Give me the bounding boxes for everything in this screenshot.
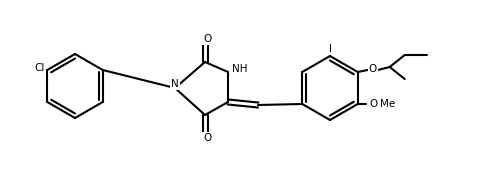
Text: NH: NH <box>232 64 248 74</box>
Text: I: I <box>329 44 332 54</box>
Text: O: O <box>203 34 211 44</box>
Text: O: O <box>369 64 377 74</box>
Text: Cl: Cl <box>34 63 45 73</box>
Text: O: O <box>203 133 211 143</box>
Text: O: O <box>370 99 378 109</box>
Text: Me: Me <box>380 99 395 109</box>
Text: N: N <box>171 79 179 89</box>
